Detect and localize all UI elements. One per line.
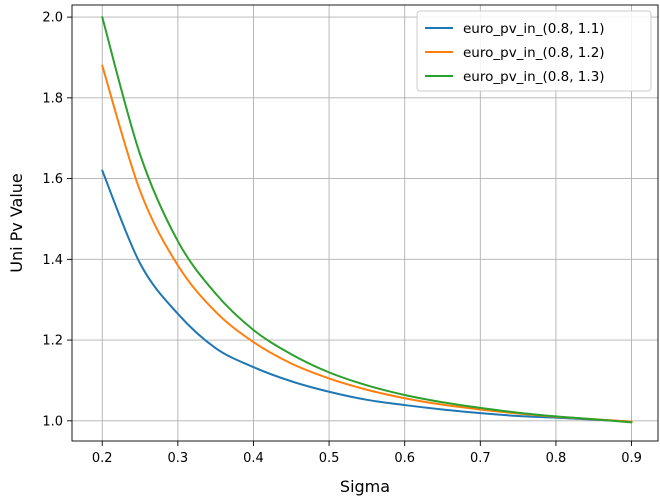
- x-tick-label: 0.6: [394, 451, 415, 466]
- y-tick-label: 1.6: [42, 172, 63, 187]
- legend-label-2: euro_pv_in_(0.8, 1.2): [463, 45, 605, 61]
- x-tick-label: 0.4: [243, 451, 264, 466]
- y-axis-label: Uni Pv Value: [7, 173, 26, 273]
- x-tick-label: 0.9: [621, 451, 642, 466]
- legend-label-1: euro_pv_in_(0.8, 1.1): [463, 21, 605, 37]
- x-tick-label: 0.5: [319, 451, 340, 466]
- x-tick-label: 0.8: [546, 451, 567, 466]
- x-axis: 0.2 0.3 0.4 0.5 0.6 0.7 0.8 0.9: [92, 441, 642, 466]
- series-line-3: [101, 16, 633, 424]
- y-tick-label: 2.0: [42, 11, 63, 26]
- legend: euro_pv_in_(0.8, 1.1) euro_pv_in_(0.8, 1.…: [416, 10, 652, 92]
- x-tick-label: 0.3: [168, 451, 189, 466]
- series-line-2: [101, 64, 633, 423]
- x-axis-label: Sigma: [340, 477, 390, 496]
- y-tick-label: 1.2: [42, 334, 63, 349]
- series-line-1: [101, 169, 633, 423]
- y-tick-label: 1.8: [42, 91, 63, 106]
- y-tick-label: 1.0: [42, 414, 63, 429]
- x-tick-label: 0.7: [470, 451, 491, 466]
- legend-box: [416, 10, 652, 92]
- x-tick-label: 0.2: [92, 451, 113, 466]
- y-tick-label: 1.4: [42, 253, 63, 268]
- series-group: [101, 16, 633, 424]
- y-axis: 1.0 1.2 1.4 1.6 1.8 2.0: [42, 11, 72, 429]
- plot-frame: [71, 4, 659, 442]
- legend-label-3: euro_pv_in_(0.8, 1.3): [463, 69, 605, 85]
